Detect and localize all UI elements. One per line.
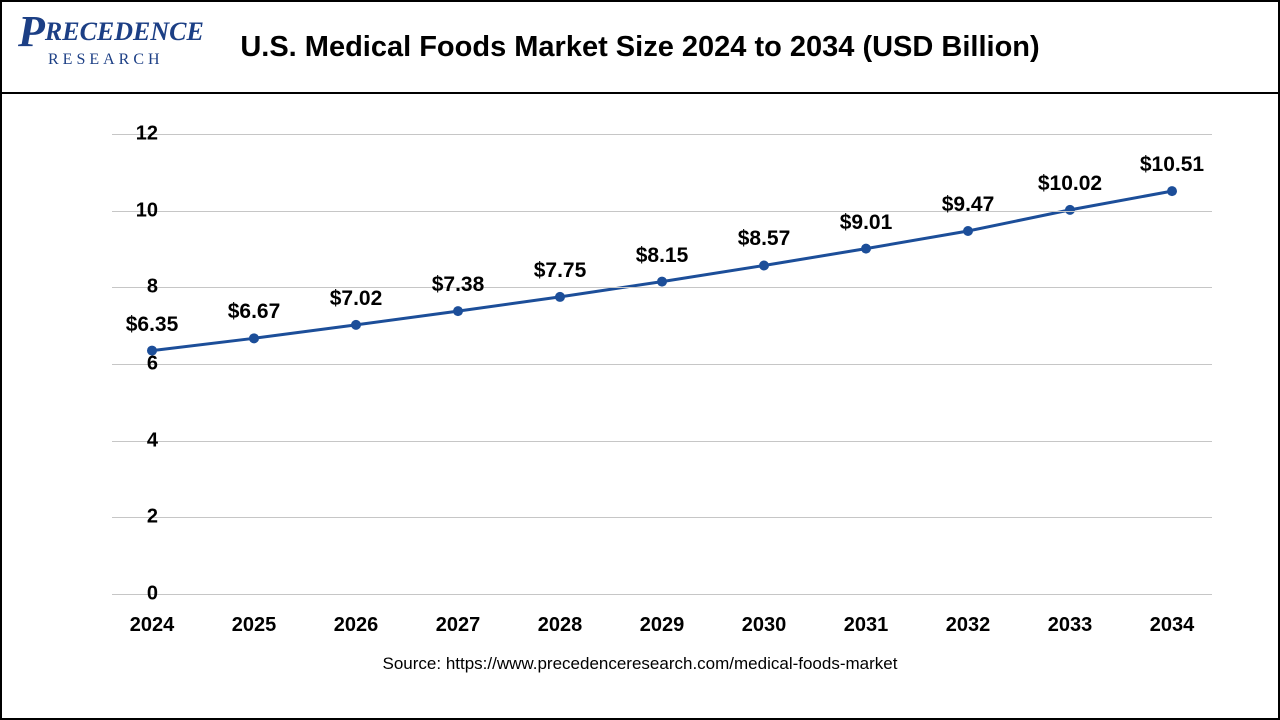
- y-tick-label: 10: [108, 199, 158, 222]
- data-label: $10.51: [1140, 153, 1204, 177]
- x-tick-label: 2024: [130, 614, 175, 637]
- gridline: [112, 517, 1212, 518]
- data-label: $7.75: [534, 259, 587, 283]
- y-tick-label: 4: [108, 429, 158, 452]
- x-tick-label: 2028: [538, 614, 583, 637]
- y-tick-label: 8: [108, 276, 158, 299]
- y-tick-label: 2: [108, 506, 158, 529]
- x-tick-label: 2027: [436, 614, 481, 637]
- data-label: $9.01: [840, 211, 893, 235]
- data-marker: [555, 292, 565, 302]
- chart-area: Source: https://www.precedenceresearch.c…: [2, 94, 1278, 684]
- data-marker: [351, 320, 361, 330]
- gridline: [112, 211, 1212, 212]
- data-label: $6.67: [228, 300, 281, 324]
- logo-main-text: RECEDENCE: [45, 19, 204, 45]
- gridline: [112, 134, 1212, 135]
- data-marker: [861, 244, 871, 254]
- header: PRECEDENCE RESEARCH U.S. Medical Foods M…: [2, 2, 1278, 94]
- logo: PRECEDENCE RESEARCH: [18, 10, 204, 68]
- data-marker: [453, 306, 463, 316]
- data-label: $6.35: [126, 313, 179, 337]
- data-label: $9.47: [942, 193, 995, 217]
- gridline: [112, 364, 1212, 365]
- logo-p-letter: P: [18, 10, 45, 54]
- line-series: [152, 191, 1172, 350]
- y-tick-label: 0: [108, 583, 158, 606]
- data-label: $10.02: [1038, 172, 1102, 196]
- data-marker: [249, 333, 259, 343]
- data-label: $8.57: [738, 227, 791, 251]
- gridline: [112, 594, 1212, 595]
- data-label: $7.38: [432, 273, 485, 297]
- data-marker: [657, 277, 667, 287]
- x-tick-label: 2029: [640, 614, 685, 637]
- gridline: [112, 441, 1212, 442]
- x-tick-label: 2034: [1150, 614, 1195, 637]
- data-label: $7.02: [330, 287, 383, 311]
- data-label: $8.15: [636, 244, 689, 268]
- y-tick-label: 6: [108, 353, 158, 376]
- gridline: [112, 287, 1212, 288]
- x-tick-label: 2026: [334, 614, 379, 637]
- data-marker: [1167, 186, 1177, 196]
- y-tick-label: 12: [108, 123, 158, 146]
- logo-sub-text: RESEARCH: [48, 52, 204, 68]
- x-tick-label: 2030: [742, 614, 787, 637]
- source-text: Source: https://www.precedenceresearch.c…: [2, 654, 1278, 674]
- data-marker: [963, 226, 973, 236]
- x-tick-label: 2033: [1048, 614, 1093, 637]
- data-marker: [759, 260, 769, 270]
- x-tick-label: 2025: [232, 614, 277, 637]
- x-tick-label: 2032: [946, 614, 991, 637]
- x-tick-label: 2031: [844, 614, 889, 637]
